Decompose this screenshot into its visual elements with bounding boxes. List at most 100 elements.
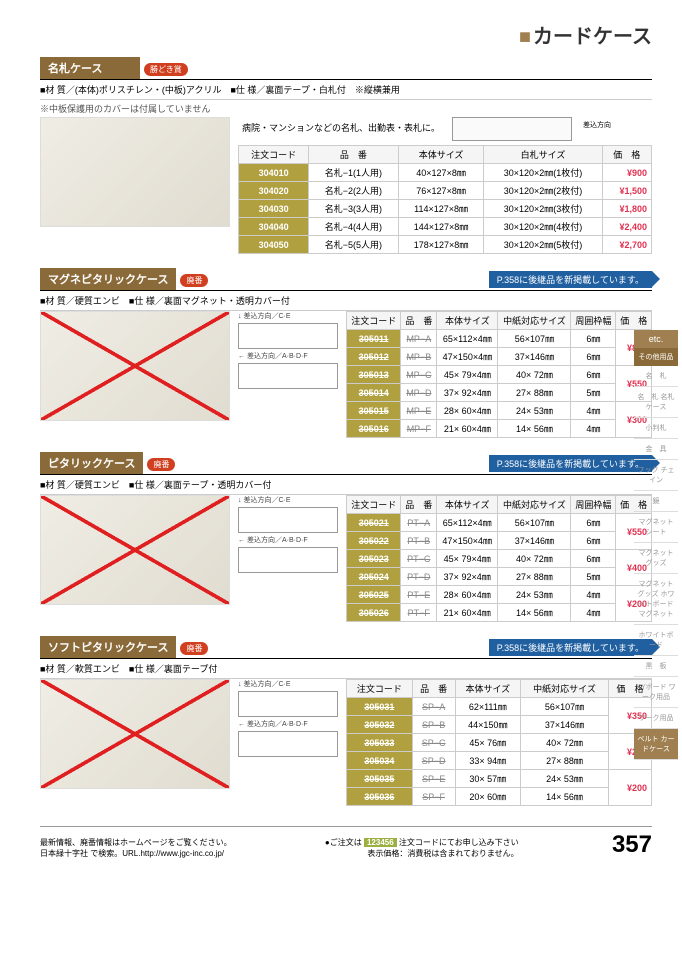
sub-cell: 24× 53㎜ bbox=[498, 586, 571, 604]
col-header: 品 番 bbox=[309, 146, 398, 164]
sidebar-item: ベルト カードケース bbox=[634, 729, 678, 760]
sidebar-item: 金 具 bbox=[634, 439, 678, 460]
table-row: 304030 名札−3(3人用) 114×127×8㎜ 30×120×2㎜(3枚… bbox=[239, 200, 652, 218]
col-header: 注文コード bbox=[347, 312, 401, 330]
sidebar-item: KYボード ワーク用品 bbox=[634, 677, 678, 708]
frame-cell: 6㎜ bbox=[571, 550, 616, 568]
col-header: 品 番 bbox=[401, 496, 437, 514]
sidebar-item: 名 札 名札ケース bbox=[634, 387, 678, 418]
body-cell: 37× 92×4㎜ bbox=[437, 568, 498, 586]
sub-cell: 27× 88㎜ bbox=[498, 384, 571, 402]
sidebar-sub: その他用品 bbox=[634, 348, 678, 366]
badge: 廃番 bbox=[147, 458, 175, 471]
col-header: 中紙対応サイズ bbox=[520, 680, 608, 698]
body-cell: 65×112×4㎜ bbox=[437, 330, 498, 348]
table-row: 305012 MP−B 47×150×4㎜ 37×146㎜6㎜ bbox=[347, 348, 652, 366]
code-cell: 305011 bbox=[347, 330, 401, 348]
col-header: 周囲枠幅 bbox=[571, 496, 616, 514]
sub-cell: 24× 53㎜ bbox=[520, 770, 608, 788]
frame-cell: 6㎜ bbox=[571, 330, 616, 348]
code-cell: 305036 bbox=[347, 788, 413, 806]
price-cell: 1,500 bbox=[602, 182, 651, 200]
code-cell: 305034 bbox=[347, 752, 413, 770]
table-row: 304040 名札−4(4人用) 144×127×8㎜ 30×120×2㎜(4枚… bbox=[239, 218, 652, 236]
order-text: 注文コードにてお申し込み下さい bbox=[399, 838, 519, 847]
item-cell: PT−F bbox=[401, 604, 437, 622]
code-cell: 305013 bbox=[347, 366, 401, 384]
item-cell: 名札−2(2人用) bbox=[309, 182, 398, 200]
frame-cell: 4㎜ bbox=[571, 586, 616, 604]
sample-slot bbox=[452, 117, 572, 141]
sub-cell: 30×120×2㎜(3枚付) bbox=[484, 200, 602, 218]
code-cell: 304010 bbox=[239, 164, 309, 182]
table-row: 305026 PT−F 21× 60×4㎜ 14× 56㎜4㎜ bbox=[347, 604, 652, 622]
frame-cell: 4㎜ bbox=[571, 420, 616, 438]
sub-cell: 27× 88㎜ bbox=[498, 568, 571, 586]
table-row: 305011 MP−A 65×112×4㎜ 56×107㎜6㎜850 bbox=[347, 330, 652, 348]
sub-cell: 30×120×2㎜(1枚付) bbox=[484, 164, 602, 182]
product-photo bbox=[40, 495, 230, 605]
col-header: 品 番 bbox=[401, 312, 437, 330]
body-cell: 45× 79×4㎜ bbox=[437, 550, 498, 568]
sub-cell: 56×107㎜ bbox=[498, 330, 571, 348]
table-row: 305016 MP−F 21× 60×4㎜ 14× 56㎜4㎜ bbox=[347, 420, 652, 438]
footer-note2: 日本緑十字社 で検索。URL.http://www.jgc-inc.co.jp/ bbox=[40, 848, 232, 859]
item-cell: MP−A bbox=[401, 330, 437, 348]
price-cell: 1,800 bbox=[602, 200, 651, 218]
item-cell: MP−E bbox=[401, 402, 437, 420]
sub-cell: 40× 72㎜ bbox=[498, 550, 571, 568]
sub-cell: 30×120×2㎜(5枚付) bbox=[484, 236, 602, 254]
code-cell: 305032 bbox=[347, 716, 413, 734]
col-header: 本体サイズ bbox=[437, 496, 498, 514]
frame-cell: 6㎜ bbox=[571, 514, 616, 532]
diagram: ↓ 差込方向／C·E ← 差込方向／A·B·D·F bbox=[238, 679, 338, 806]
item-cell: MP−F bbox=[401, 420, 437, 438]
body-cell: 47×150×4㎜ bbox=[437, 532, 498, 550]
badge: 廃番 bbox=[180, 642, 208, 655]
product-table: 注文コード品 番本体サイズ中紙対応サイズ周囲枠幅価 格305021 PT−A 6… bbox=[346, 495, 652, 622]
item-cell: 名札−5(5人用) bbox=[309, 236, 398, 254]
col-header: 品 番 bbox=[412, 680, 455, 698]
page-title: カードケース bbox=[40, 20, 652, 49]
body-cell: 47×150×4㎜ bbox=[437, 348, 498, 366]
code-cell: 304040 bbox=[239, 218, 309, 236]
code-cell: 305033 bbox=[347, 734, 413, 752]
ref-banner: P.358に後継品を新掲載しています。 bbox=[489, 455, 652, 472]
frame-cell: 5㎜ bbox=[571, 384, 616, 402]
table-row: 305032 SP−B 44×150㎜ 37×146㎜ bbox=[347, 716, 652, 734]
item-cell: SP−E bbox=[412, 770, 455, 788]
code-cell: 304050 bbox=[239, 236, 309, 254]
sub-cell: 30×120×2㎜(2枚付) bbox=[484, 182, 602, 200]
badge: 勝どき賞 bbox=[144, 63, 188, 76]
ref-banner: P.358に後継品を新掲載しています。 bbox=[489, 639, 652, 656]
item-cell: SP−D bbox=[412, 752, 455, 770]
sub-cell: 27× 88㎜ bbox=[520, 752, 608, 770]
body-cell: 65×112×4㎜ bbox=[437, 514, 498, 532]
sub-cell: 14× 56㎜ bbox=[498, 420, 571, 438]
item-cell: PT−B bbox=[401, 532, 437, 550]
col-header: 注文コード bbox=[347, 496, 401, 514]
sub-cell: 14× 56㎜ bbox=[520, 788, 608, 806]
badge: 廃番 bbox=[180, 274, 208, 287]
note: ※中板保護用のカバーは付属していません bbox=[40, 100, 652, 117]
table-row: 305013 MP−C 45× 79×4㎜ 40× 72㎜6㎜550 bbox=[347, 366, 652, 384]
frame-cell: 4㎜ bbox=[571, 402, 616, 420]
item-cell: 名札−3(3人用) bbox=[309, 200, 398, 218]
product-photo bbox=[40, 679, 230, 789]
sidebar-item: マグネットグッズ ホワイトボードマグネット bbox=[634, 574, 678, 625]
diagram: ↓ 差込方向／C·E ← 差込方向／A·B·D·F bbox=[238, 495, 338, 622]
sub-cell: 37×146㎜ bbox=[520, 716, 608, 734]
footer: 最新情報、廃番情報はホームページをご覧ください。 日本緑十字社 で検索。URL.… bbox=[40, 826, 652, 859]
code-cell: 305012 bbox=[347, 348, 401, 366]
body-cell: 76×127×8㎜ bbox=[398, 182, 484, 200]
section-header: ソフトピタリックケース bbox=[40, 636, 176, 658]
sub-cell: 37×146㎜ bbox=[498, 348, 571, 366]
product-table: 注文コード品 番本体サイズ白札サイズ価 格 304010 名札−1(1人用) 4… bbox=[238, 145, 652, 254]
body-cell: 44×150㎜ bbox=[455, 716, 520, 734]
body-cell: 45× 76㎜ bbox=[455, 734, 520, 752]
sidebar-item: ワーク用品 bbox=[634, 708, 678, 729]
sidebar-item: マグネットシート bbox=[634, 512, 678, 543]
sub-cell: 14× 56㎜ bbox=[498, 604, 571, 622]
price-cell: 2,400 bbox=[602, 218, 651, 236]
section-header: マグネピタリックケース bbox=[40, 268, 176, 290]
